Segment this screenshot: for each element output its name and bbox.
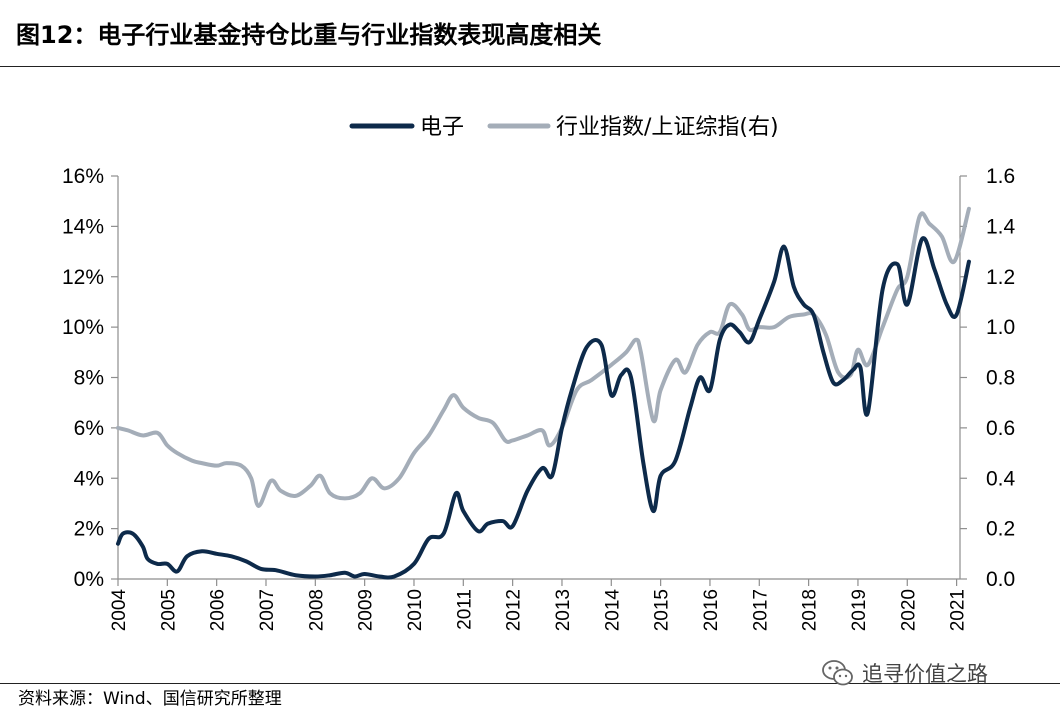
y-right-tick-label: 1.0 xyxy=(986,316,1015,339)
x-tick-label: 2015 xyxy=(652,589,673,631)
x-tick-label: 2006 xyxy=(208,589,229,631)
watermark-text: 追寻价值之路 xyxy=(862,662,988,686)
y-left-tick-label: 6% xyxy=(74,417,104,440)
y-left-tick-label: 16% xyxy=(62,165,104,188)
y-left-tick-label: 4% xyxy=(74,467,104,490)
series-line-index-ratio xyxy=(116,206,971,508)
footer-divider xyxy=(0,683,1060,684)
y-right-tick-label: 0.6 xyxy=(986,417,1015,440)
y-left-tick-label: 14% xyxy=(62,215,104,238)
x-tick-label: 2021 xyxy=(948,589,969,631)
x-tick-label: 2011 xyxy=(454,589,475,630)
axes: 0% 2% 4% 6% 8% 10% 12% 14% 16% 0.0 0.2 0.4 0.6 0.8 1.0… xyxy=(62,165,1016,631)
y-right-tick-label: 0.4 xyxy=(986,467,1016,490)
x-tick-label: 2019 xyxy=(849,589,870,631)
series-line-electronics xyxy=(116,236,971,580)
y-right-tick-label: 0.0 xyxy=(986,568,1015,591)
y-right-tick-label: 0.2 xyxy=(986,518,1015,541)
x-tick-label: 2008 xyxy=(306,589,327,631)
x-tick-label: 2013 xyxy=(553,589,574,631)
series-layer xyxy=(116,206,971,580)
legend: 电子 行业指数/上证综指(右) xyxy=(349,115,779,140)
y-right-tick-label: 0.8 xyxy=(986,367,1015,390)
chart-canvas: 电子 行业指数/上证综指(右) 0% 2% 4% 6% 8% 10% 12% 14% 16% 0.… xyxy=(62,115,1016,631)
y-left-tick-label: 10% xyxy=(62,316,104,339)
x-tick-label: 2009 xyxy=(356,589,377,631)
title-divider xyxy=(0,66,1060,67)
x-tick-label: 2005 xyxy=(158,589,179,631)
legend-label-index-ratio: 行业指数/上证综指(右) xyxy=(556,115,779,140)
watermark: 追寻价值之路 xyxy=(822,657,988,689)
y-left-tick-label: 8% xyxy=(74,367,104,390)
x-tick-label: 2007 xyxy=(257,589,278,631)
wechat-icon xyxy=(822,660,853,686)
x-tick-label: 2016 xyxy=(701,589,722,631)
y-left-tick-label: 0% xyxy=(74,568,104,591)
y-right-tick-label: 1.4 xyxy=(986,215,1016,238)
y-left-tick-label: 12% xyxy=(62,266,104,289)
x-tick-label: 2012 xyxy=(504,589,525,631)
y-right-tick-label: 1.2 xyxy=(986,266,1015,289)
x-tick-label: 2004 xyxy=(109,589,130,632)
source-note: 资料来源：Wind、国信研究所整理 xyxy=(18,689,282,709)
x-tick-label: 2017 xyxy=(750,589,771,631)
x-tick-label: 2020 xyxy=(898,589,919,631)
x-tick-label: 2010 xyxy=(405,589,426,631)
y-right-tick-label: 1.6 xyxy=(986,165,1015,188)
y-left-tick-label: 2% xyxy=(74,518,104,541)
chart-title: 图12：电子行业基金持仓比重与行业指数表现高度相关 xyxy=(16,21,602,49)
legend-label-electronics: 电子 xyxy=(420,115,464,140)
x-tick-label: 2014 xyxy=(602,589,623,632)
x-tick-label: 2018 xyxy=(800,589,821,631)
